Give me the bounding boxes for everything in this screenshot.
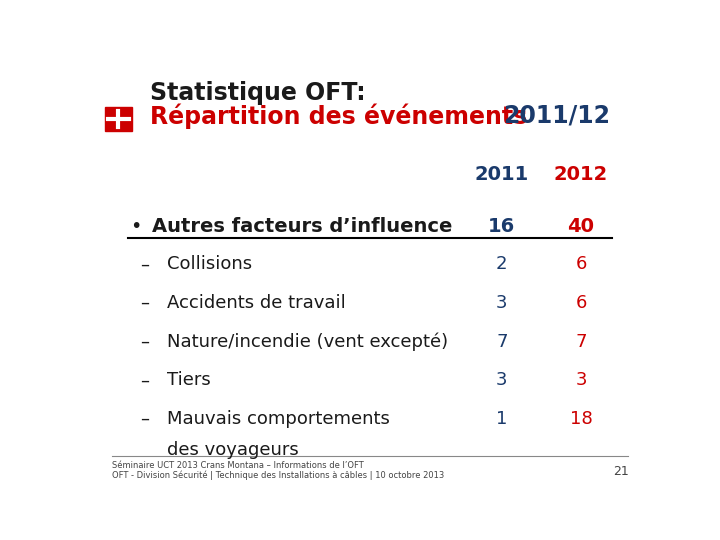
Text: 40: 40 [567, 217, 595, 235]
Text: Séminaire UCT 2013 Crans Montana – Informations de l’OFT: Séminaire UCT 2013 Crans Montana – Infor… [112, 461, 364, 470]
Text: 2: 2 [496, 255, 508, 273]
Text: 2011/12: 2011/12 [503, 103, 610, 127]
Text: 16: 16 [488, 217, 516, 235]
Text: –: – [140, 410, 149, 428]
Text: Collisions: Collisions [167, 255, 252, 273]
Text: –: – [140, 371, 149, 389]
Text: des voyageurs: des voyageurs [167, 441, 299, 459]
Text: Tiers: Tiers [167, 371, 211, 389]
Text: 7: 7 [575, 333, 587, 350]
Bar [105, 107, 132, 131]
Text: 3: 3 [496, 371, 508, 389]
Text: •: • [130, 217, 142, 235]
Text: Autres facteurs d’influence: Autres facteurs d’influence [153, 217, 453, 235]
Text: Accidents de travail: Accidents de travail [167, 294, 346, 312]
Text: 3: 3 [575, 371, 587, 389]
Text: 2012: 2012 [554, 165, 608, 184]
Text: 21: 21 [613, 465, 629, 478]
Text: Statistique OFT:: Statistique OFT: [150, 82, 366, 105]
Text: 7: 7 [496, 333, 508, 350]
Text: 6: 6 [575, 294, 587, 312]
Text: 3: 3 [496, 294, 508, 312]
Text: Mauvais comportements: Mauvais comportements [167, 410, 390, 428]
Text: 2011: 2011 [474, 165, 529, 184]
Text: 6: 6 [575, 255, 587, 273]
Text: –: – [140, 333, 149, 350]
Text: OFT - Division Sécurité | Technique des Installations à câbles | 10 octobre 2013: OFT - Division Sécurité | Technique des … [112, 470, 444, 480]
Text: 18: 18 [570, 410, 593, 428]
Text: Nature/incendie (vent excepté): Nature/incendie (vent excepté) [167, 333, 448, 351]
Text: –: – [140, 294, 149, 312]
Text: Répartition des événements: Répartition des événements [150, 103, 536, 129]
Text: –: – [140, 255, 149, 273]
Text: 1: 1 [496, 410, 508, 428]
